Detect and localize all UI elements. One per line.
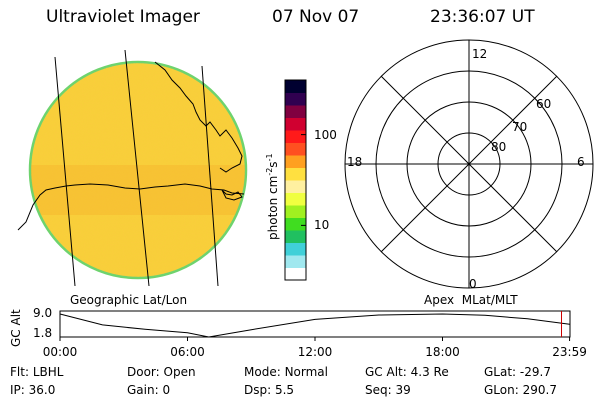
altitude-xtick-label: 12:00 xyxy=(297,345,333,359)
meridian-line xyxy=(124,49,150,287)
colorbar-cell xyxy=(285,117,306,131)
colorbar-cell xyxy=(285,80,306,93)
altitude-ylabel: GC Alt xyxy=(9,309,23,347)
colorbar-cell xyxy=(285,142,306,156)
altitude-ytick-bottom: 1.8 xyxy=(33,326,53,340)
status-ip: IP: 36.0 xyxy=(10,383,56,397)
altitude-xtick-label: 23:59 xyxy=(552,345,587,359)
north-coastline xyxy=(154,61,243,173)
colorbar-cell xyxy=(285,192,306,206)
status-dsp: Dsp: 5.5 xyxy=(244,383,295,397)
altitude-xtick-label: 06:00 xyxy=(170,345,205,359)
altitude-curve xyxy=(59,313,570,338)
colorbar-cell xyxy=(285,230,306,243)
altitude-xticks xyxy=(59,337,571,341)
altitude-xtick-label: 00:00 xyxy=(42,345,78,359)
mlat-ring-label-70: 70 xyxy=(512,120,528,134)
colorbar-cell xyxy=(285,180,306,193)
status-gain: Gain: 0 xyxy=(127,383,171,397)
apex-caption: Apex MLat/MLT xyxy=(424,293,518,307)
island-coastline xyxy=(221,189,243,201)
altitude-frame xyxy=(59,310,571,338)
altitude-xtick-label: 18:00 xyxy=(425,345,460,359)
colorbar-cell xyxy=(285,155,306,168)
status-gc-alt: GC Alt: 4.3 Re xyxy=(365,365,449,379)
status-mode: Mode: Normal xyxy=(244,365,328,379)
time-label: 23:36:07 UT xyxy=(430,7,535,27)
meridian-line xyxy=(201,65,219,287)
mlat-ring-label-60: 60 xyxy=(536,97,552,111)
altitude-ytick-top: 9.0 xyxy=(33,306,53,320)
status-glon: GLon: 290.7 xyxy=(484,383,557,397)
colorbar-cell xyxy=(285,92,306,106)
status-filter: Flt: LBHL xyxy=(10,365,64,379)
meridian-line xyxy=(54,56,76,287)
polar-spokes xyxy=(345,40,593,288)
mlt-label-0: 0 xyxy=(469,277,477,291)
colorbar-tick-label: 10 xyxy=(314,218,330,233)
mlt-label-6: 6 xyxy=(577,155,585,169)
colorbar-cell xyxy=(285,255,306,268)
colorbar-cell xyxy=(285,267,306,281)
colorbar-cell xyxy=(285,205,306,218)
mlt-label-18: 18 xyxy=(347,155,363,169)
colorbar-cell xyxy=(285,167,306,181)
colorbar-cell xyxy=(285,217,306,231)
colorbar-frame xyxy=(284,79,307,281)
colorbar-cell xyxy=(285,130,306,143)
date-label: 07 Nov 07 xyxy=(272,7,360,27)
equator-coastline xyxy=(17,183,245,231)
geographic-caption: Geographic Lat/Lon xyxy=(70,293,188,307)
status-glat: GLat: -29.7 xyxy=(484,365,551,379)
colorbar-cell xyxy=(285,242,306,256)
instrument-title: Ultraviolet Imager xyxy=(46,7,200,27)
mlat-ring-label-80: 80 xyxy=(491,140,507,154)
colorbar-cells xyxy=(285,80,306,281)
spoke-diagonal xyxy=(380,75,558,253)
colorbar-cell xyxy=(285,105,306,118)
mlt-label-12: 12 xyxy=(472,47,488,61)
colorbar-ticks xyxy=(301,134,306,226)
status-door: Door: Open xyxy=(127,365,196,379)
status-seq: Seq: 39 xyxy=(365,383,411,397)
colorbar-tick-label: 100 xyxy=(314,127,337,142)
